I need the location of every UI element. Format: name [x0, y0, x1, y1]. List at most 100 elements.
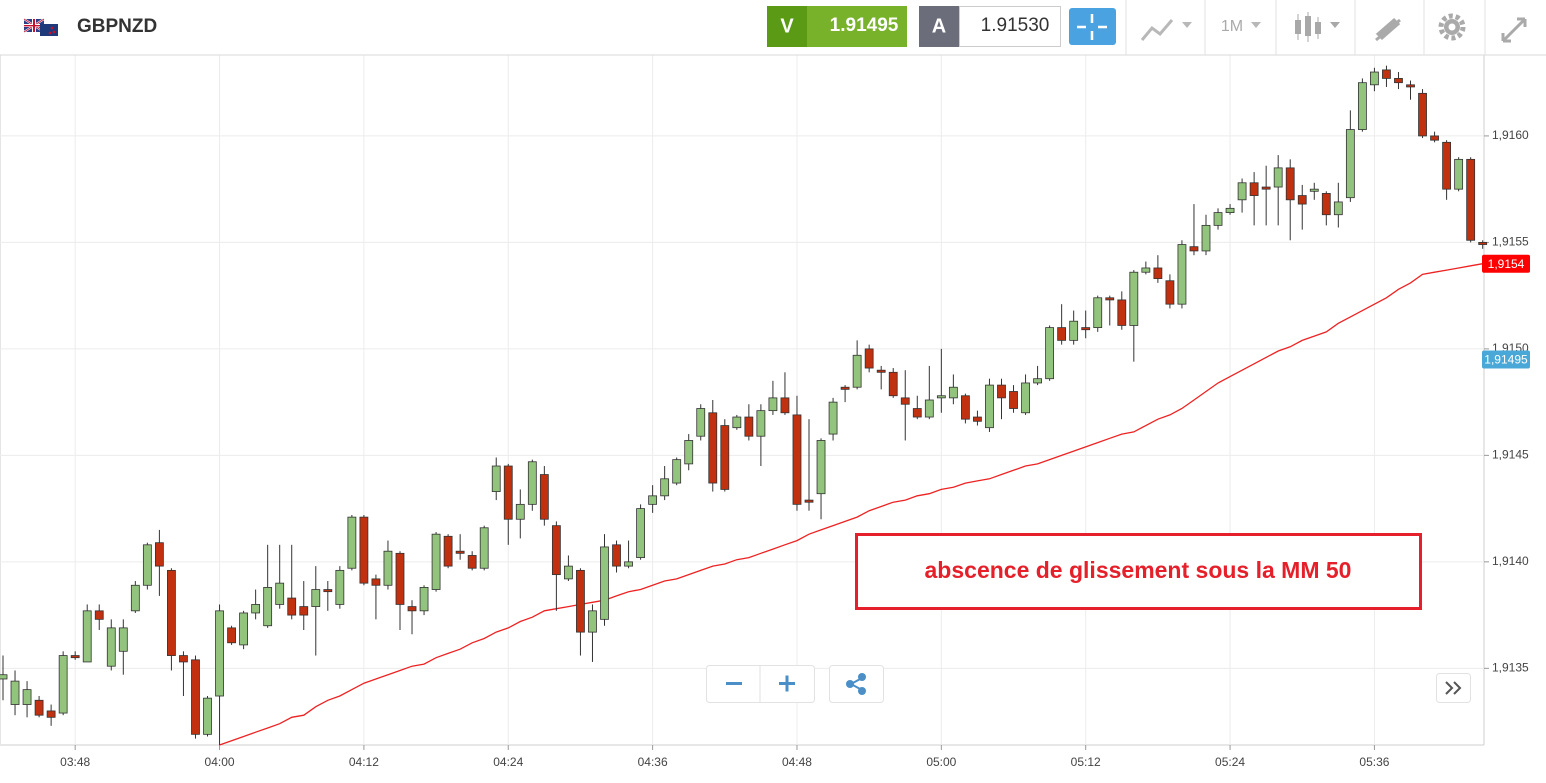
candle-body: [576, 569, 585, 633]
drawing-button[interactable]: [1375, 17, 1401, 42]
candle-body: [1237, 182, 1247, 201]
fullscreen-button[interactable]: [1501, 17, 1527, 43]
candle-body: [1454, 158, 1464, 190]
price-tag-label: 1,9154: [1488, 257, 1525, 271]
candle-body: [1418, 92, 1427, 137]
candle-body: [648, 495, 658, 505]
candle-body: [1081, 327, 1091, 331]
candle-body: [263, 587, 273, 627]
candle-body: [479, 527, 489, 569]
candle-body: [744, 416, 754, 437]
candle-body: [82, 610, 92, 663]
y-tick-label: 1,9135: [1492, 661, 1529, 675]
price-tag: [1482, 254, 1530, 273]
candle-body: [624, 561, 633, 567]
candle-body: [888, 371, 898, 397]
chart-type-button[interactable]: [1295, 12, 1340, 42]
timeframe: 1M: [1221, 18, 1243, 35]
candle-body: [1201, 224, 1211, 252]
candle-body: [323, 589, 333, 593]
candle-body: [203, 697, 212, 735]
settings-button[interactable]: [1438, 13, 1466, 41]
candle-body: [1261, 186, 1271, 190]
candle-body: [804, 499, 814, 503]
x-tick-label: 04:36: [638, 755, 668, 769]
candle-body: [311, 589, 321, 607]
candle-body: [852, 354, 862, 388]
candle-body: [335, 569, 345, 605]
candle-body: [1394, 78, 1403, 84]
crosshair-button[interactable]: [1069, 8, 1116, 45]
candle-body: [1297, 195, 1307, 205]
candle-body: [912, 408, 922, 418]
candle-body: [876, 369, 886, 373]
candle-body: [22, 689, 32, 705]
candle-body: [251, 604, 261, 614]
y-tick-label: 1,9145: [1492, 448, 1529, 462]
candle-body: [443, 535, 453, 567]
x-tick-label: 05:00: [926, 755, 956, 769]
candle-body: [503, 465, 513, 520]
candle-body: [527, 461, 537, 505]
annotation: abscence de glissement sous la MM 50: [925, 557, 1352, 583]
candle-body: [239, 612, 249, 646]
candle-body: [1069, 320, 1079, 341]
candle-body: [419, 587, 429, 612]
candle-body: [407, 606, 417, 612]
scroll-right-button[interactable]: [1436, 673, 1471, 703]
indicators-button[interactable]: [1140, 19, 1192, 41]
candle-body: [864, 348, 874, 369]
zoom-in-button[interactable]: [779, 675, 795, 692]
candle-body: [1333, 201, 1343, 216]
candle-body: [34, 699, 44, 716]
buy-button[interactable]: A 1.91530: [919, 6, 1061, 47]
candle-body: [780, 397, 790, 414]
candle-body: [1466, 158, 1476, 241]
candle-body: [1321, 193, 1331, 216]
candle-body: [1033, 378, 1042, 384]
zoom-controls: [706, 665, 1471, 703]
timeframe-button[interactable]: 1M: [1221, 18, 1261, 35]
candle-body: [672, 459, 682, 484]
candle-body: [1009, 391, 1018, 409]
y-tick-label: 1,9140: [1492, 554, 1529, 568]
sell-button[interactable]: V 1.91495: [767, 6, 907, 47]
candle-body: [118, 627, 128, 652]
candle-body: [58, 655, 68, 714]
candle-body: [696, 408, 706, 437]
candle-body: [275, 582, 285, 605]
candle-body: [491, 465, 501, 492]
candle-body: [1093, 297, 1103, 328]
candle-body: [840, 386, 850, 390]
candle-body: [1225, 207, 1235, 213]
buy-price: 1.91530: [981, 15, 1050, 36]
share-button[interactable]: [829, 665, 884, 703]
moving-average-line: [219, 263, 1483, 746]
candle-body: [167, 569, 176, 656]
candle-body: [179, 655, 188, 663]
sell-price: 1.91495: [830, 15, 899, 36]
candle-body: [768, 397, 778, 412]
x-tick-label: 04:12: [349, 755, 379, 769]
candle-body: [0, 674, 8, 680]
zoom-out-button[interactable]: [726, 682, 742, 685]
candle-body: [1189, 246, 1199, 252]
price-tag: [1482, 350, 1530, 369]
candle-body: [371, 578, 381, 586]
candle-body: [46, 710, 56, 718]
candle-body: [756, 410, 766, 437]
candle-body: [828, 401, 838, 435]
candle-body: [1117, 299, 1127, 326]
candle-body: [588, 610, 597, 633]
plot: 1,9154 1,91495: [0, 65, 1530, 746]
candle-body: [720, 425, 730, 490]
candle-body: [900, 397, 910, 405]
toolbar: GBPNZD V 1.91495 A 1.91530 1M: [0, 0, 1546, 56]
candle-body: [383, 550, 393, 586]
candle-body: [1345, 129, 1355, 199]
candle-body: [1357, 82, 1367, 130]
candle-body: [1057, 327, 1067, 341]
candle-body: [467, 555, 477, 569]
